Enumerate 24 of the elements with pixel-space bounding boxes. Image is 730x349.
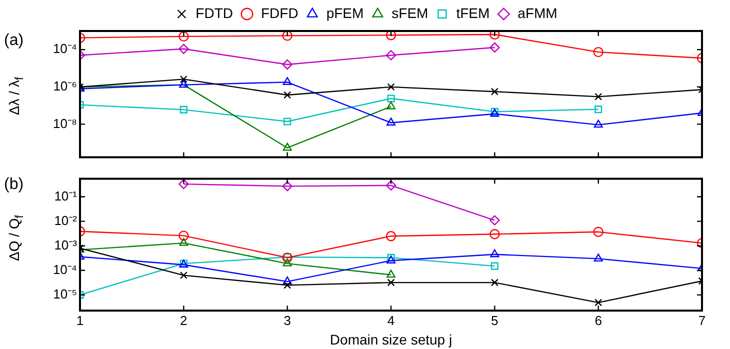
x-tick-label: 6 <box>594 312 602 328</box>
x-tick-label: 2 <box>180 312 188 328</box>
y-tick-label: 10⁻⁴ <box>52 41 77 56</box>
legend-label: FDTD <box>196 4 234 21</box>
x-tick-label: 7 <box>698 312 706 328</box>
legend-label: FDFD <box>261 4 298 21</box>
x-tick-label: 5 <box>491 312 498 328</box>
x-tick-label: 4 <box>387 312 395 328</box>
y-tick-label: 10⁻⁵ <box>53 286 77 302</box>
legend-label: aFMM <box>518 4 558 21</box>
y-tick-label: 10⁻² <box>54 212 78 228</box>
x-axis-title: Domain size setup j <box>330 331 452 348</box>
y-tick-label: 10⁻⁶ <box>53 78 77 94</box>
legend-label: pFEM <box>326 4 364 21</box>
text: (a) <box>4 32 24 50</box>
y-tick-label: 10⁻³ <box>54 237 78 252</box>
y-tick-label: 10⁻⁸ <box>53 116 77 131</box>
y-tick-label: 10⁻¹ <box>54 188 78 204</box>
x-tick-label: 3 <box>284 312 291 328</box>
legend-label: sFEM <box>392 4 428 21</box>
x-tick-label: 1 <box>76 312 84 328</box>
text: (b) <box>4 176 24 194</box>
legend-label: tFEM <box>456 4 490 21</box>
y-tick-label: 10⁻⁴ <box>52 262 77 277</box>
